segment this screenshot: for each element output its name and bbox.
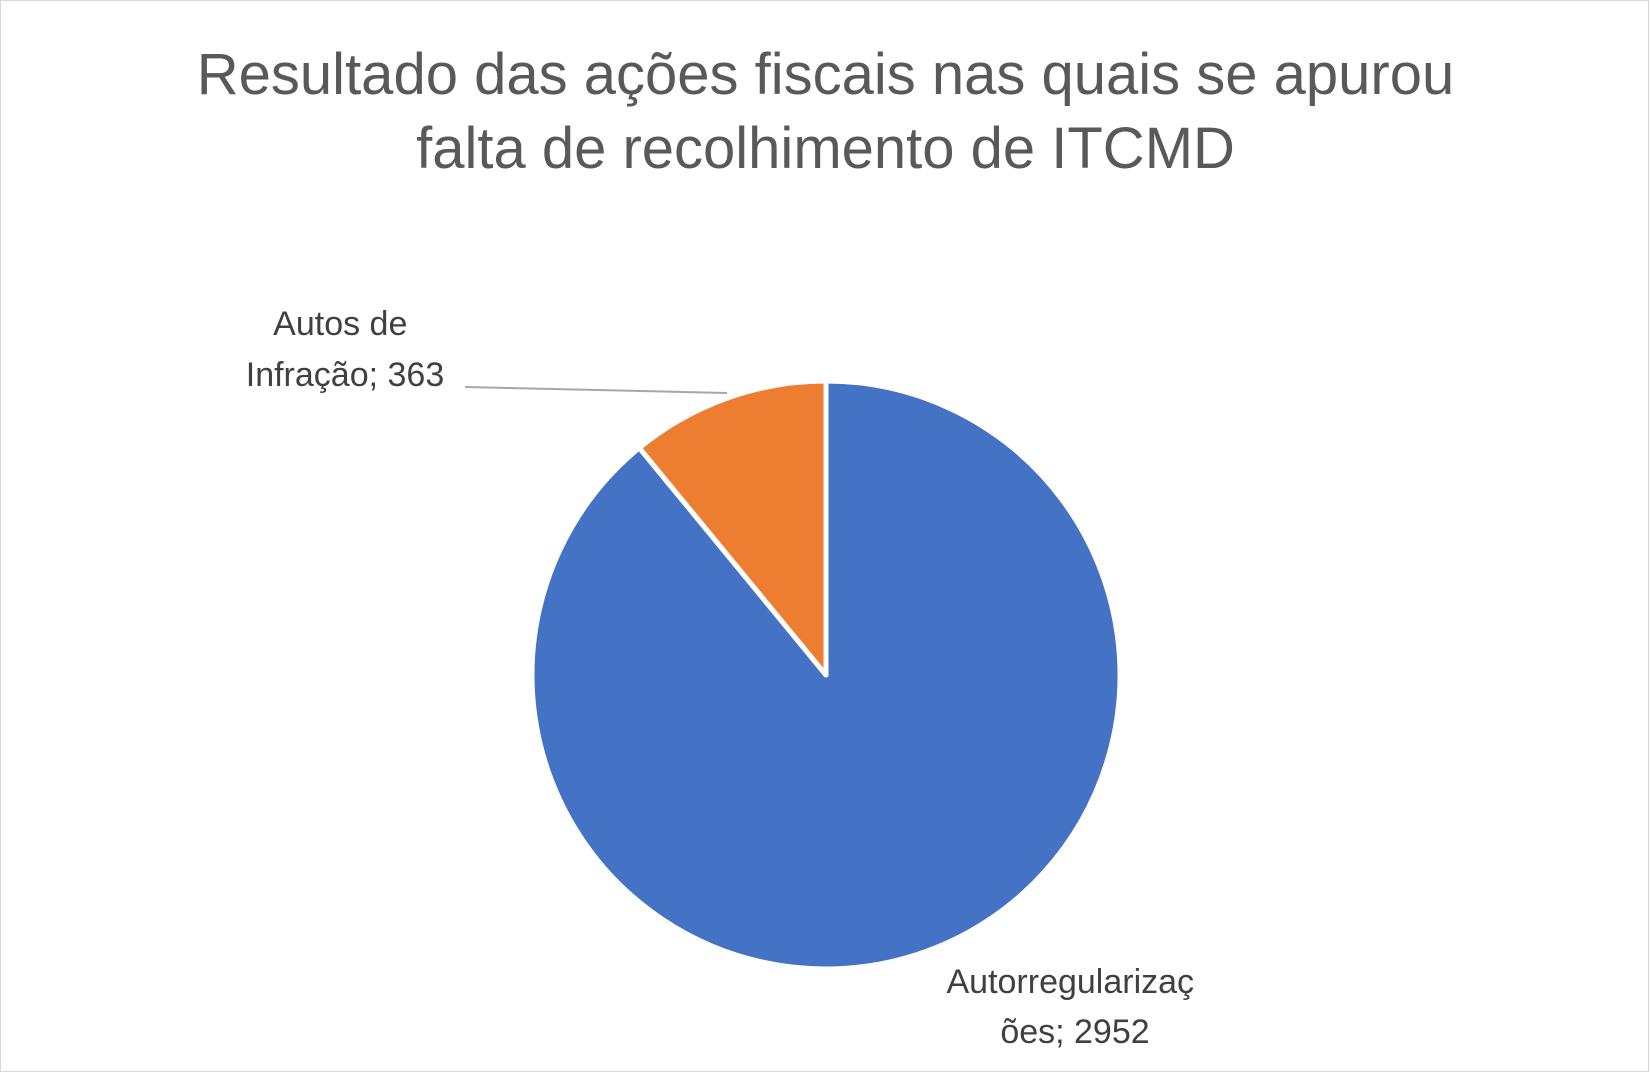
data-label-autos-line-1: Autos de xyxy=(273,305,407,343)
chart-title-line-1: Resultado das ações fiscais nas quais se… xyxy=(196,42,1455,107)
chart-title: Resultado das ações fiscais nas quais se… xyxy=(0,38,1651,186)
data-label-autorreg-line-2: ões; 2952 xyxy=(1000,1013,1149,1051)
leader-line-autos-de-infracao xyxy=(464,386,728,394)
pie-slices xyxy=(529,378,1123,972)
data-label-autos-de-infracao: Autos de Infração; 363 xyxy=(246,305,444,394)
data-label-autorreg-line-1: Autorregularizaç xyxy=(946,963,1194,1001)
data-label-autos-line-2: Infração; 363 xyxy=(246,356,444,394)
pie-slice-autos-de-infracao xyxy=(636,378,829,678)
data-label-autorregularizacoes: Autorregularizaç ões; 2952 xyxy=(946,963,1203,1051)
chart-title-line-2: falta de recolhimento de ITCMD xyxy=(416,116,1235,181)
